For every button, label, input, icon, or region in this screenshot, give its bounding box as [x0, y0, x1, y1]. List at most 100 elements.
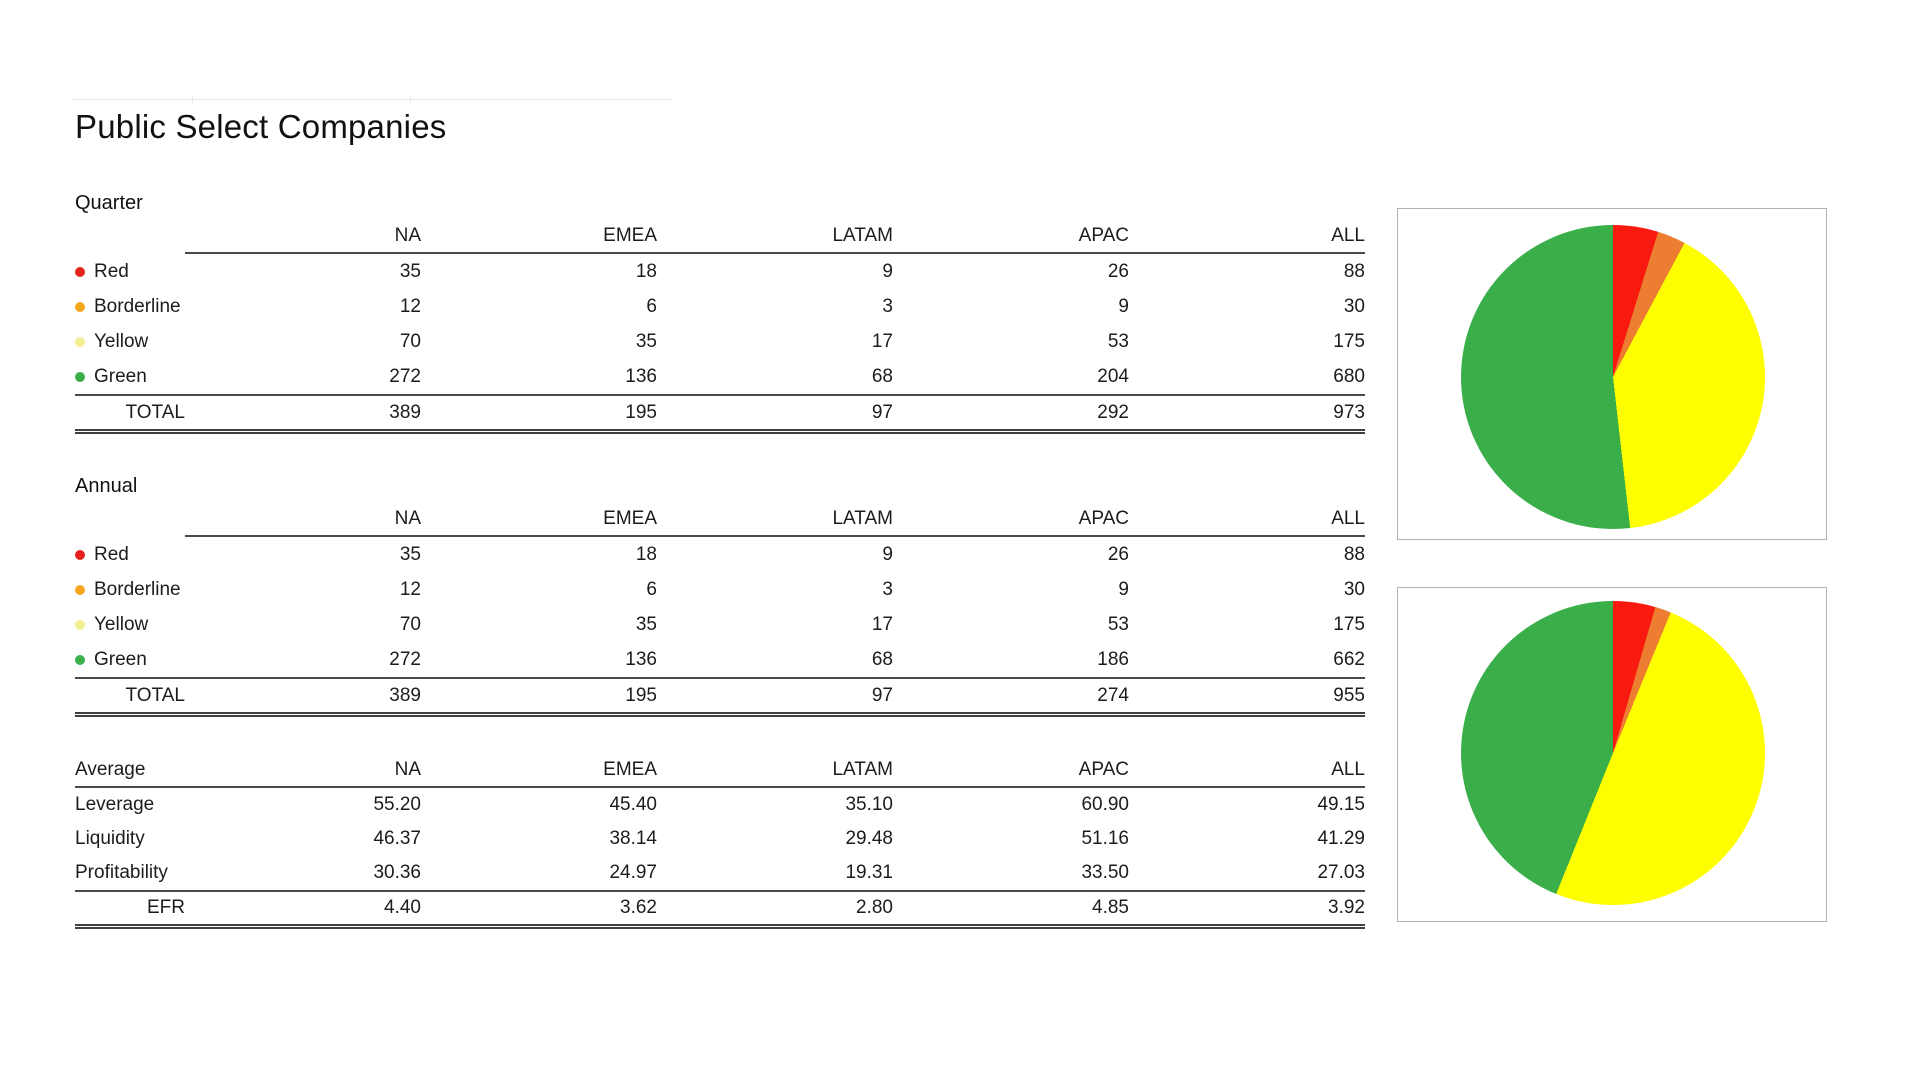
table-cell: 60.90	[1081, 794, 1129, 815]
table-row: Green 272 136 68 204 680	[75, 359, 1365, 394]
total-label: TOTAL	[125, 684, 185, 706]
table-cell: 51.16	[1081, 828, 1129, 849]
row-label: Liquidity	[75, 828, 145, 849]
table-row: Red 35 18 9 26 88	[75, 254, 1365, 289]
average-table: Average NA EMEA LATAM APAC ALL Leverage 55.20 45…	[75, 754, 1365, 929]
table-cell: 30	[1343, 578, 1365, 600]
average-section: Average NA EMEA LATAM APAC ALL Leverage 55.20 45…	[75, 754, 1365, 929]
column-header: APAC	[893, 754, 1129, 788]
row-label: Red	[75, 537, 185, 572]
table-row: Green 272 136 68 186 662	[75, 642, 1365, 677]
table-cell: 35	[635, 330, 657, 352]
table-cell: 272	[389, 648, 421, 670]
row-label: Green	[75, 359, 185, 394]
quarter-pie-chart	[1461, 225, 1765, 529]
table-cell: 17	[871, 330, 893, 352]
table-cell: 9	[1118, 295, 1129, 317]
row-label: Borderline	[75, 572, 185, 607]
table-cell: 30	[1343, 295, 1365, 317]
red-status-bullet	[75, 266, 85, 277]
annual-pie-chart-box[interactable]	[1397, 587, 1827, 922]
column-header: NA	[185, 219, 421, 254]
table-cell: 26	[1107, 543, 1129, 565]
column-header: APAC	[893, 219, 1129, 254]
table-cell: 17	[871, 613, 893, 635]
table-cell: 97	[871, 401, 893, 423]
quarter-table: NA EMEA LATAM APAC ALL Red 35 18 9 26 88 Borderline…	[75, 219, 1365, 434]
table-cell: 4.40	[384, 897, 421, 918]
red-status-bullet	[75, 549, 85, 560]
green-status-bullet	[75, 371, 85, 382]
table-cell: 55.20	[373, 794, 421, 815]
table-cell: 38.14	[609, 828, 657, 849]
table-cell: 389	[389, 684, 421, 706]
table-cell: 3	[882, 295, 893, 317]
table-cell: 24.97	[609, 862, 657, 883]
row-label: Yellow	[75, 607, 185, 642]
table-cell: 136	[625, 365, 657, 387]
row-label: Yellow	[75, 324, 185, 359]
table-cell: 35	[635, 613, 657, 635]
total-row: TOTAL 389 195 97 274 955	[75, 677, 1365, 712]
table-row: Borderline 12 6 3 9 30	[75, 572, 1365, 607]
column-header: EMEA	[421, 754, 657, 788]
table-header-row: NA EMEA LATAM APAC ALL	[75, 219, 1365, 254]
annual-table: NA EMEA LATAM APAC ALL Red 35 18 9 26 88 Borderline…	[75, 502, 1365, 717]
table-header-row: NA EMEA LATAM APAC ALL	[75, 502, 1365, 537]
table-cell: 29.48	[845, 828, 893, 849]
row-label: Profitability	[75, 862, 168, 883]
yellow-status-bullet	[75, 619, 85, 630]
table-cell: 9	[1118, 578, 1129, 600]
table-cell: 53	[1107, 330, 1129, 352]
table-cell: 292	[1097, 401, 1129, 423]
table-cell: 68	[871, 648, 893, 670]
table-bottom-rule	[75, 712, 1365, 717]
table-cell: 955	[1333, 684, 1365, 706]
row-label: Leverage	[75, 794, 155, 815]
total-row: TOTAL 389 195 97 292 973	[75, 394, 1365, 429]
table-cell: 9	[882, 260, 893, 282]
table-cell: 186	[1097, 648, 1129, 670]
column-header: ALL	[1129, 219, 1365, 254]
quarter-pie-chart-box[interactable]	[1397, 208, 1827, 540]
green-status-bullet	[75, 654, 85, 665]
table-cell: 45.40	[609, 794, 657, 815]
column-header: LATAM	[657, 502, 893, 537]
total-label: TOTAL	[125, 401, 185, 423]
table-cell: 175	[1333, 613, 1365, 635]
column-header: EMEA	[421, 219, 657, 254]
table-row: Liquidity 46.37 38.14 29.48 51.16 41.29	[75, 822, 1365, 856]
table-cell: 18	[635, 543, 657, 565]
borderline-status-bullet	[75, 584, 85, 595]
total-label: EFR	[147, 897, 185, 918]
table-cell: 9	[882, 543, 893, 565]
table-cell: 680	[1333, 365, 1365, 387]
table-header-label	[75, 502, 185, 537]
table-cell: 12	[399, 295, 421, 317]
table-cell: 68	[871, 365, 893, 387]
table-header-row: Average NA EMEA LATAM APAC ALL	[75, 754, 1365, 788]
column-header: APAC	[893, 502, 1129, 537]
gridline-tick	[410, 96, 411, 103]
table-cell: 3	[882, 578, 893, 600]
table-row: Profitability 30.36 24.97 19.31 33.50 27.03	[75, 856, 1365, 890]
table-header-label	[75, 219, 185, 254]
table-cell: 41.29	[1317, 828, 1365, 849]
table-cell: 18	[635, 260, 657, 282]
table-row: Yellow 70 35 17 53 175	[75, 607, 1365, 642]
row-label: Green	[75, 642, 185, 677]
table-cell: 3.92	[1328, 897, 1365, 918]
table-row: Red 35 18 9 26 88	[75, 537, 1365, 572]
table-cell: 204	[1097, 365, 1129, 387]
yellow-status-bullet	[75, 336, 85, 347]
table-cell: 4.85	[1092, 897, 1129, 918]
table-cell: 70	[399, 613, 421, 635]
table-bottom-rule	[75, 429, 1365, 434]
table-cell: 49.15	[1317, 794, 1365, 815]
column-header: EMEA	[421, 502, 657, 537]
table-cell: 35.10	[845, 794, 893, 815]
table-cell: 97	[871, 684, 893, 706]
table-cell: 195	[625, 401, 657, 423]
table-cell: 46.37	[373, 828, 421, 849]
table-cell: 70	[399, 330, 421, 352]
